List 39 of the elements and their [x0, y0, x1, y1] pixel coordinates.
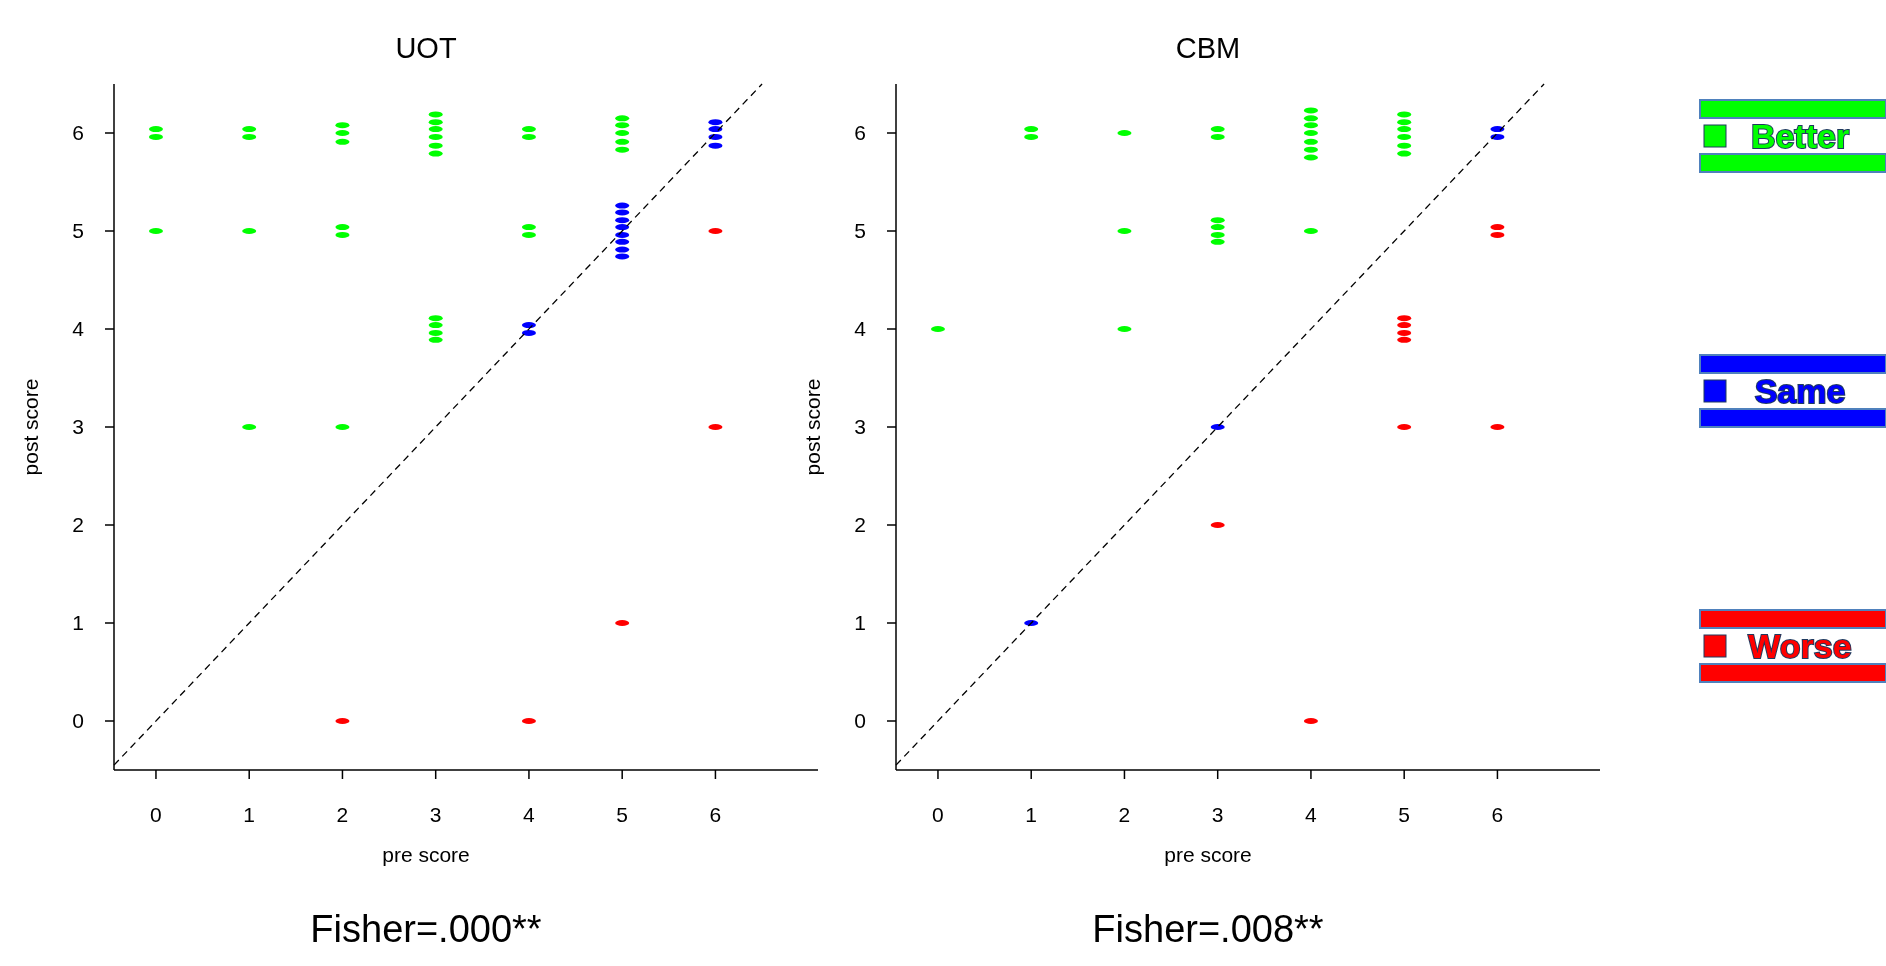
legend-label: Better [1750, 117, 1850, 155]
x-tick-label: 1 [243, 803, 256, 826]
y-tick-label: 5 [854, 219, 866, 242]
legend-label: Worse [1748, 627, 1852, 665]
x-tick-label: 1 [1025, 803, 1038, 826]
x-tick-label: 3 [429, 803, 442, 826]
x-axis-title: pre score [382, 843, 470, 866]
y-tick-label: 3 [72, 415, 84, 438]
y-tick-label: 1 [72, 611, 84, 634]
chart-title: CBM [1175, 32, 1241, 64]
x-tick-label: 5 [616, 803, 629, 826]
y-tick-label: 1 [854, 611, 866, 634]
y-tick-label: 0 [854, 709, 866, 732]
y-axis-title: post score [801, 378, 824, 476]
y-tick-label: 3 [854, 415, 866, 438]
y-tick-label: 5 [72, 219, 84, 242]
x-tick-label: 2 [1118, 803, 1131, 826]
x-tick-label: 0 [150, 803, 162, 826]
x-tick-label: 2 [336, 803, 349, 826]
x-tick-label: 0 [932, 803, 944, 826]
x-tick-label: 4 [1305, 803, 1318, 826]
y-tick-label: 2 [72, 513, 84, 536]
y-tick-label: 6 [854, 121, 866, 144]
y-tick-label: 4 [854, 317, 867, 340]
y-tick-label: 4 [72, 317, 85, 340]
y-tick-label: 6 [72, 121, 84, 144]
x-tick-label: 3 [1211, 803, 1224, 826]
chart-title: UOT [395, 32, 457, 64]
x-tick-label: 4 [523, 803, 536, 826]
x-axis-title: pre score [1164, 843, 1252, 866]
text: Fisher=.008** [1092, 908, 1324, 950]
legend-label: Same [1754, 372, 1846, 410]
x-tick-label: 6 [709, 803, 722, 826]
y-tick-label: 2 [854, 513, 866, 536]
x-tick-label: 5 [1398, 803, 1411, 826]
y-axis-title: post score [19, 378, 42, 476]
x-tick-label: 6 [1491, 803, 1504, 826]
y-tick-label: 0 [72, 709, 84, 732]
text: Fisher=.000** [310, 908, 542, 950]
